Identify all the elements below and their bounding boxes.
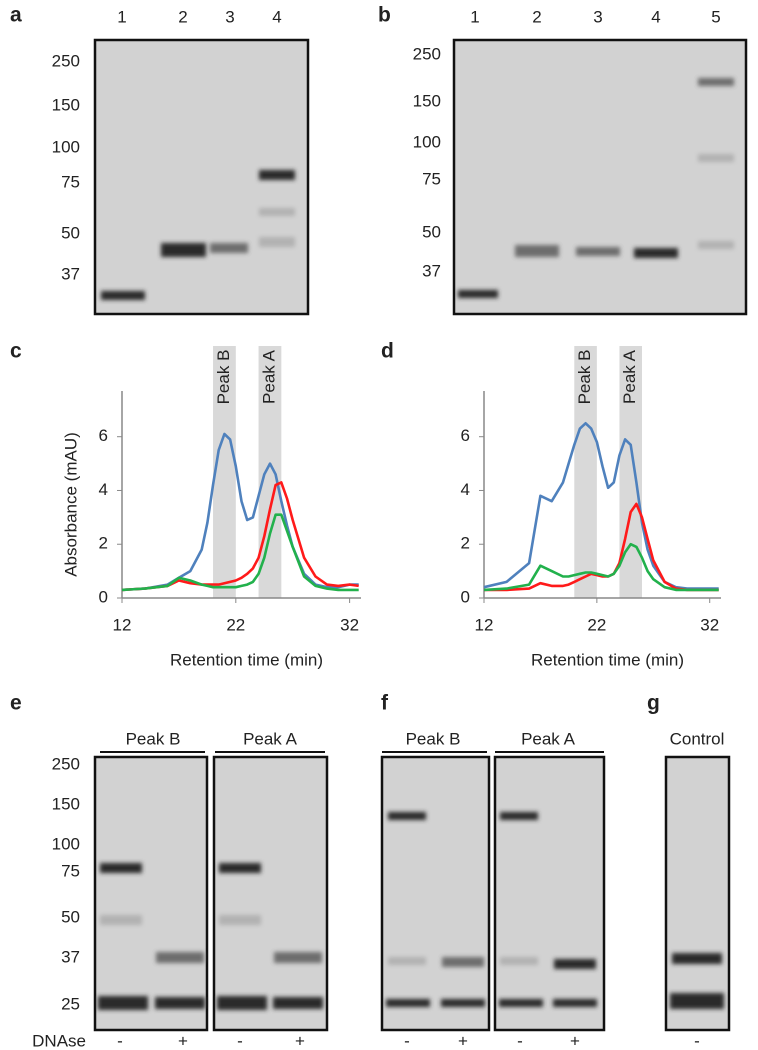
x-axis-label: Retention time (min) [531, 650, 684, 669]
marker-label: 37 [61, 947, 80, 966]
marker-label: 50 [422, 222, 441, 241]
marker-label: 250 [413, 44, 441, 63]
marker-label: 37 [61, 264, 80, 283]
gel [664, 755, 731, 1032]
lane-label: 1 [117, 7, 126, 26]
peak-label: Peak B [575, 350, 594, 405]
group-label: Control [670, 729, 725, 748]
peak-band [574, 346, 597, 598]
marker-label: 100 [52, 137, 80, 156]
y-tick-label: 6 [99, 426, 108, 445]
lane-label: 1 [470, 7, 479, 26]
series-line [121, 432, 359, 592]
gel [493, 755, 606, 1032]
panel-label: c [10, 340, 22, 363]
marker-label: 250 [52, 754, 80, 773]
gel-bands [101, 170, 295, 300]
row-label: DNAse [32, 1031, 86, 1050]
y-tick-label: 6 [461, 426, 470, 445]
treatment: - [237, 1031, 243, 1050]
peak-label: Peak B [214, 350, 233, 405]
treatment: - [517, 1031, 523, 1050]
y-tick-label: 0 [461, 587, 470, 606]
gel-bands [670, 953, 724, 1009]
treatment: + [458, 1031, 468, 1050]
y-tick-label: 2 [461, 534, 470, 553]
marker-label: 100 [52, 834, 80, 853]
series-line [484, 502, 719, 592]
lane-label: 3 [593, 7, 602, 26]
panel-label: a [10, 4, 22, 27]
lane-label: 5 [711, 7, 720, 26]
x-tick-label: 12 [113, 615, 132, 634]
x-tick-label: 22 [226, 615, 245, 634]
x-tick-label: 32 [340, 615, 359, 634]
marker-label: 100 [413, 132, 441, 151]
panel-label: b [378, 4, 391, 27]
gel [452, 38, 748, 316]
group-label: Peak A [243, 729, 298, 748]
panel-label: d [381, 340, 394, 363]
x-tick-label: 12 [475, 615, 494, 634]
treatment: - [117, 1031, 123, 1050]
gel-bands [386, 812, 597, 1007]
treatment: + [178, 1031, 188, 1050]
gel [212, 755, 329, 1032]
panel-label: e [10, 692, 22, 715]
group-label: Peak A [521, 729, 576, 748]
y-tick-label: 4 [99, 480, 108, 499]
marker-label: 150 [52, 95, 80, 114]
y-axis-label: Absorbance (mAU) [61, 432, 80, 577]
marker-label: 50 [61, 907, 80, 926]
lane-label: 4 [651, 7, 660, 26]
gel [93, 755, 209, 1032]
group-label: Peak B [126, 729, 181, 748]
lane-label: 4 [272, 7, 281, 26]
gel-bands [98, 863, 323, 1010]
series-line [121, 513, 359, 592]
lane-label: 2 [178, 7, 187, 26]
marker-label: 250 [52, 51, 80, 70]
marker-label: 75 [61, 172, 80, 191]
marker-label: 75 [422, 169, 441, 188]
series-line [483, 422, 719, 590]
treatment: - [404, 1031, 410, 1050]
marker-label: 37 [422, 261, 441, 280]
treatment: + [570, 1031, 580, 1050]
series-line [483, 542, 719, 592]
treatment: - [694, 1031, 700, 1050]
marker-label: 150 [413, 91, 441, 110]
gel-bands [458, 78, 734, 298]
panel-label: g [647, 692, 660, 715]
gel [380, 755, 491, 1032]
peak-band [213, 346, 236, 598]
panel-label: f [381, 692, 389, 715]
y-tick-label: 4 [461, 480, 470, 499]
treatment: + [295, 1031, 305, 1050]
y-tick-label: 0 [99, 587, 108, 606]
lane-label: 3 [225, 7, 234, 26]
x-tick-label: 32 [700, 615, 719, 634]
peak-label: Peak A [620, 349, 639, 404]
x-tick-label: 22 [587, 615, 606, 634]
marker-label: 150 [52, 794, 80, 813]
y-tick-label: 2 [99, 534, 108, 553]
peak-label: Peak A [259, 349, 278, 404]
lane-label: 2 [532, 7, 541, 26]
marker-label: 75 [61, 861, 80, 880]
marker-label: 25 [61, 994, 80, 1013]
x-axis-label: Retention time (min) [170, 650, 323, 669]
group-label: Peak B [406, 729, 461, 748]
marker-label: 50 [61, 223, 80, 242]
